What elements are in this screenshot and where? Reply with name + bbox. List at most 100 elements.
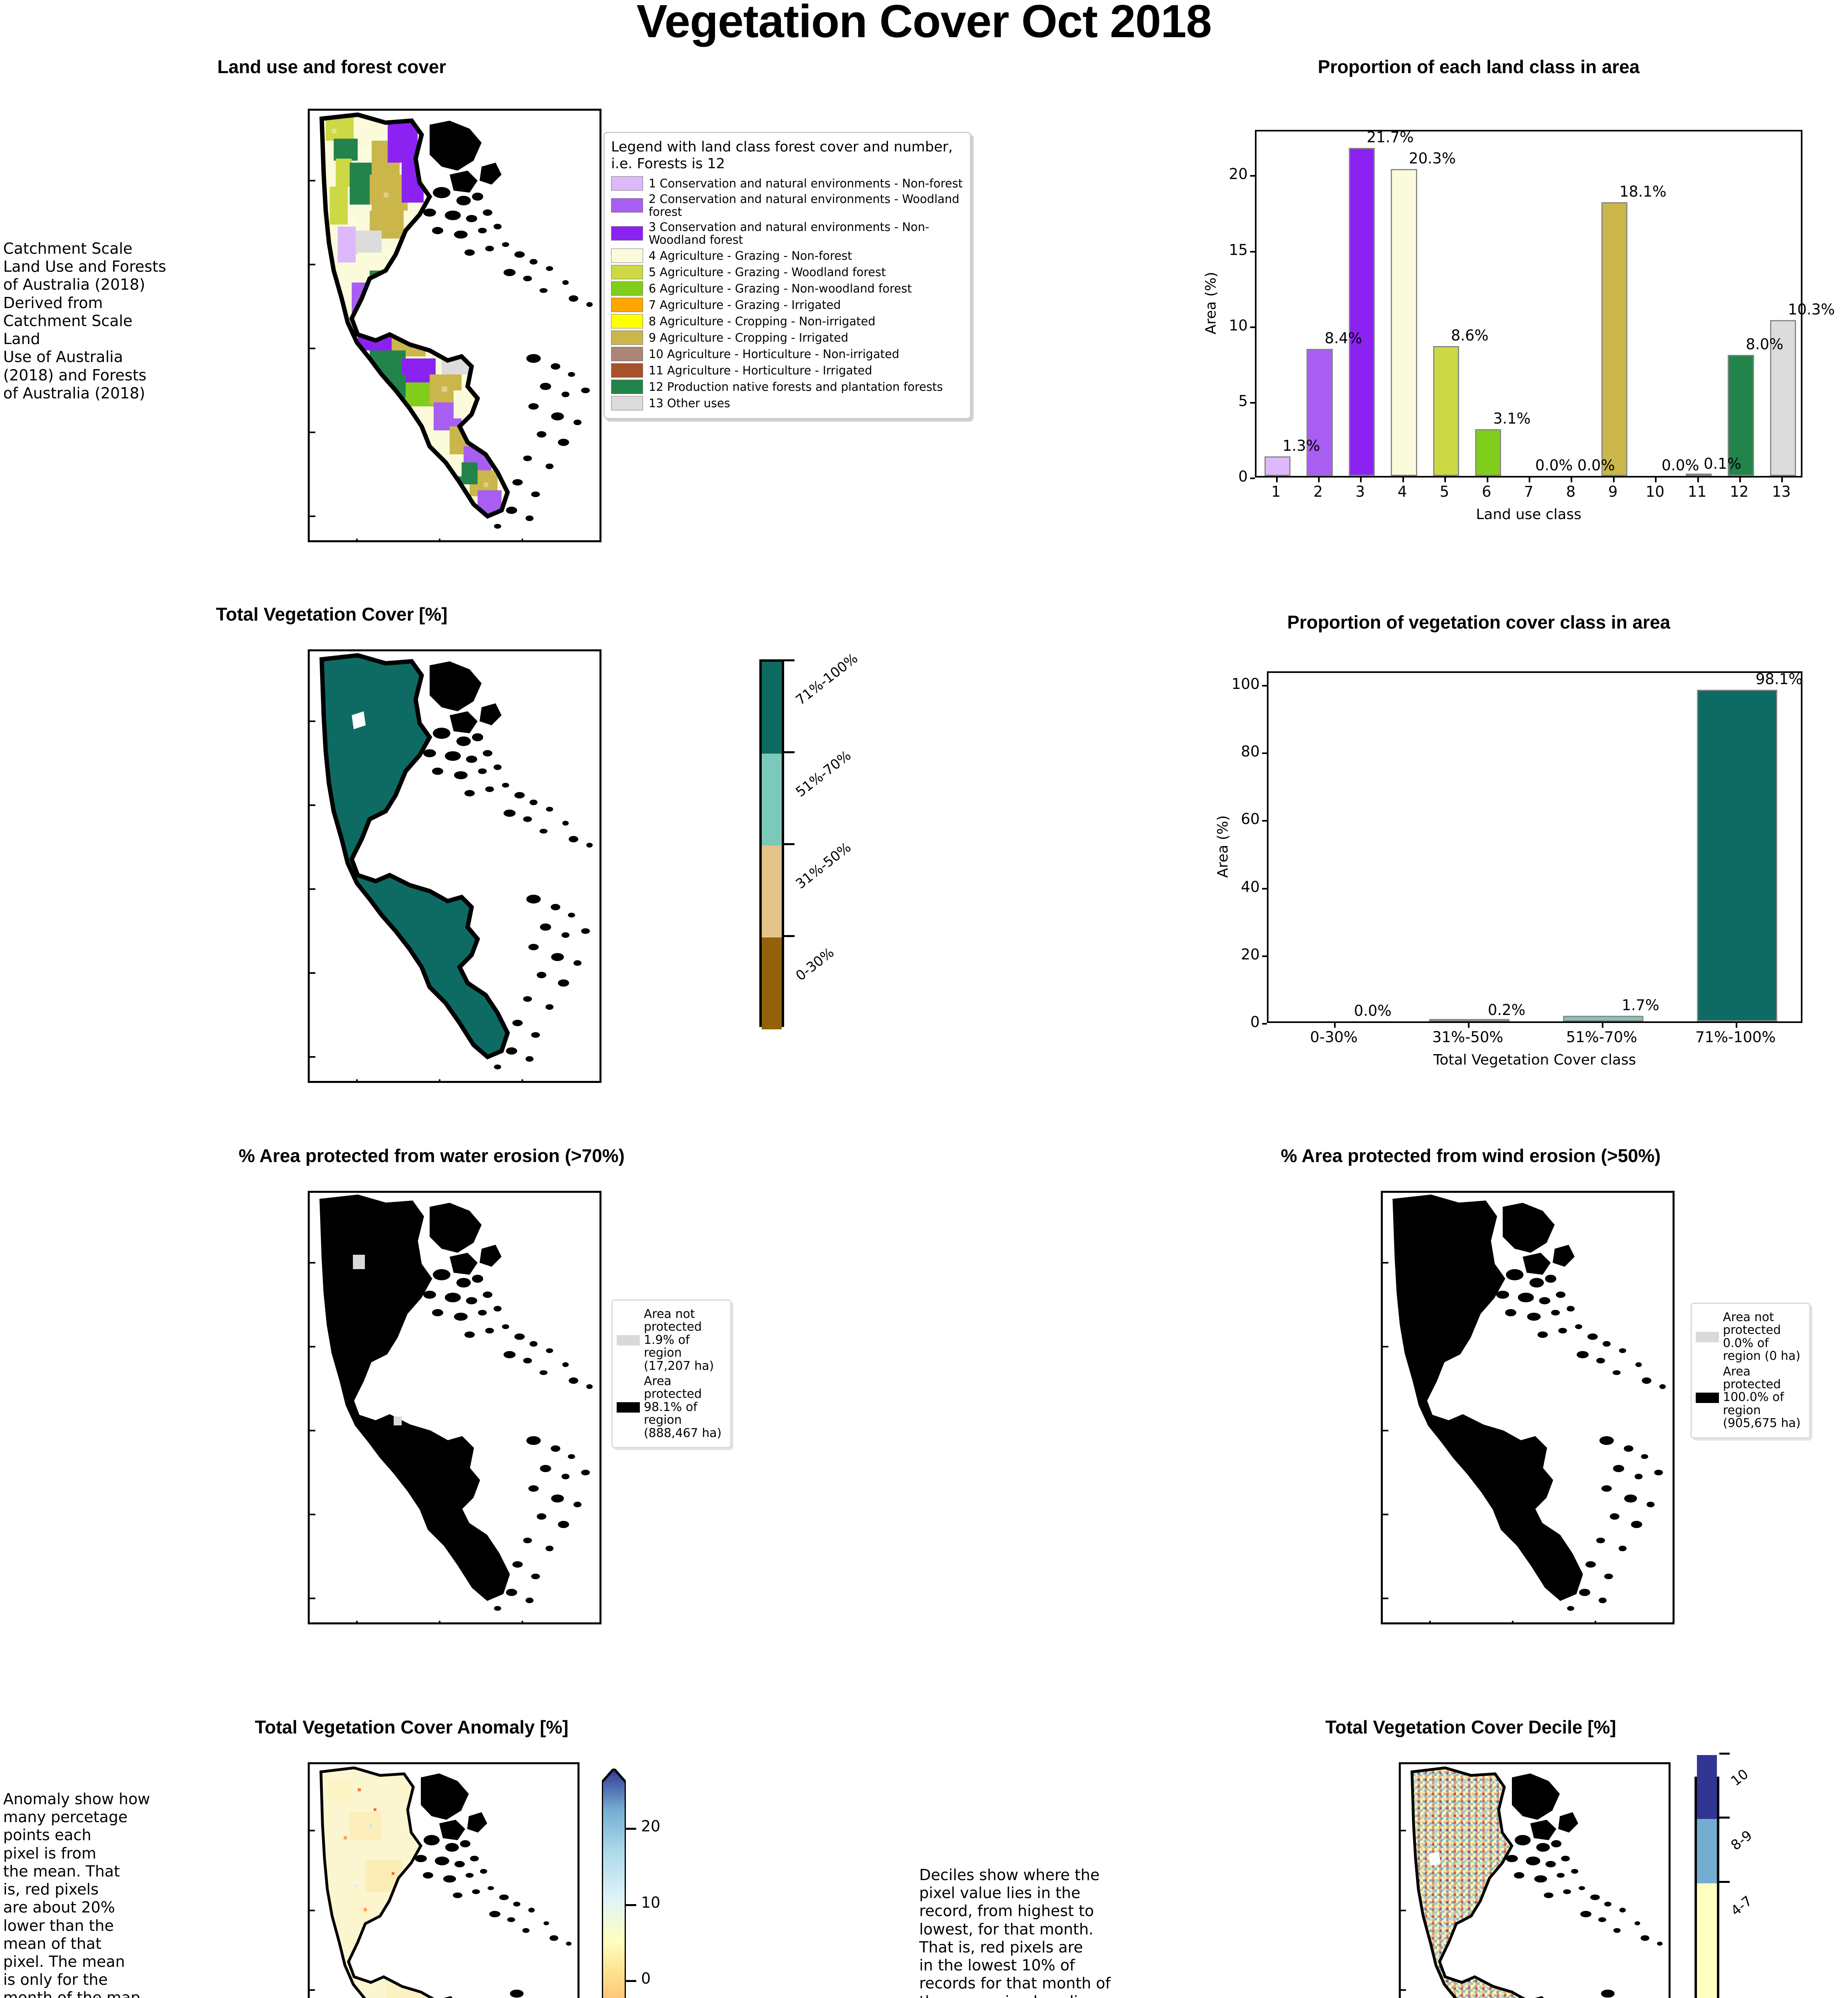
land-use-legend-item: 12 Production native forests and plantat…: [611, 379, 964, 394]
decile-colorbar: 12-34-78-910: [1691, 1752, 1822, 1998]
veg-cover-colorbar: 0-30% 31%-50% 51%-70% 71%-100%: [755, 651, 923, 1031]
y-axis-tick-label: 0: [1250, 1013, 1260, 1031]
colorbar-tick: [626, 1828, 636, 1830]
legend-swatch-icon: [611, 297, 643, 312]
colorbar-segment: [1697, 1883, 1717, 1998]
x-axis-tick-label: 9: [1608, 483, 1618, 500]
wind-not-protected-label: Area not protected 0.0% of region (0 ha): [1723, 1310, 1800, 1363]
legend-swatch-icon: [611, 265, 643, 279]
y-axis-tick-mark: [1262, 1023, 1267, 1025]
land-use-legend-item: 2 Conservation and natural environments …: [611, 193, 964, 219]
x-axis-tick-label: 1: [1271, 483, 1281, 500]
veg-cover-bar-chart: 0.0% 0-30% 0.2% 31%-50% 1.7% 51%-70% 98.1% 71%-…: [1191, 655, 1814, 1083]
legend-item-label: 2 Conservation and natural environments …: [649, 192, 960, 219]
x-axis-tick-label: 71%-100%: [1695, 1029, 1776, 1046]
y-axis-tick-label: 60: [1241, 810, 1260, 828]
land-use-map-title: Land use and forest cover: [217, 56, 446, 77]
decile-map: [1399, 1762, 1671, 1998]
y-axis-tick-mark: [1250, 402, 1255, 404]
colorbar-label: 8-9: [1728, 1827, 1756, 1854]
x-axis-tick-mark: [1735, 1023, 1737, 1028]
anomaly-map-title: Total Vegetation Cover Anomaly [%]: [255, 1717, 569, 1737]
legend-item-label: 1 Conservation and natural environments …: [649, 176, 963, 190]
legend-item-label: 5 Agriculture - Grazing - Woodland fores…: [649, 265, 886, 279]
veg-cover-map-graphic: [310, 651, 599, 1081]
colorbar-label: 51%-70%: [793, 748, 854, 801]
colorbar-label: 0-30%: [793, 945, 837, 985]
colorbar-tick-label: 0: [641, 1970, 651, 1987]
colorbar-tick: [626, 1904, 636, 1906]
colorbar-tick-label: 20: [641, 1817, 661, 1835]
bar: [1265, 456, 1291, 476]
not-protected-swatch-icon: [617, 1335, 640, 1345]
bar-value-label: 0.0%: [1535, 457, 1573, 474]
legend-swatch-icon: [611, 226, 643, 241]
x-axis-tick-mark: [1739, 478, 1741, 482]
x-axis-tick-mark: [1655, 478, 1657, 482]
land-use-legend-item: 3 Conservation and natural environments …: [611, 221, 964, 247]
colorbar-tick: [626, 1980, 636, 1982]
land-use-legend-item: 4 Agriculture - Grazing - Non-forest: [611, 248, 964, 263]
bar-value-label: 98.1%: [1755, 670, 1803, 688]
x-axis-tick-label: 8: [1566, 483, 1576, 500]
veg-cover-map-title: Total Vegetation Cover [%]: [216, 604, 448, 625]
y-axis-label: Area (%): [1203, 272, 1219, 334]
y-axis-tick-label: 100: [1231, 675, 1260, 693]
y-axis-label: Area (%): [1215, 815, 1231, 878]
x-axis-tick-label: 0-30%: [1310, 1029, 1358, 1046]
water-erosion-legend: Area not protected 1.9% of region (17,20…: [611, 1299, 731, 1448]
x-axis-tick-mark: [1318, 478, 1320, 482]
bar-value-label: 10.3%: [1788, 301, 1835, 318]
decile-map-graphic: [1401, 1764, 1669, 1998]
x-axis-tick-label: 13: [1772, 483, 1791, 500]
x-axis-tick-label: 31%-50%: [1432, 1029, 1503, 1046]
wind-protected-label: Area protected 100.0% of region (905,675…: [1723, 1364, 1801, 1431]
bar: [1770, 320, 1796, 476]
legend-item-label: 12 Production native forests and plantat…: [649, 380, 943, 394]
legend-item-label: 7 Agriculture - Grazing - Irrigated: [649, 298, 841, 312]
bar-value-label: 3.1%: [1493, 410, 1531, 427]
y-axis-tick-label: 15: [1229, 241, 1248, 259]
bar: [1391, 169, 1417, 476]
wind-not-protected-row: Area not protected 0.0% of region (0 ha): [1696, 1311, 1805, 1363]
bar: [1348, 148, 1375, 476]
bar-value-label: 8.0%: [1746, 336, 1784, 353]
plot-area: [1267, 671, 1802, 1023]
x-axis-tick-mark: [1360, 478, 1362, 482]
land-use-legend-item: 6 Agriculture - Grazing - Non-woodland f…: [611, 281, 964, 296]
x-axis-label: Land use class: [1476, 506, 1581, 523]
land-use-bar-chart: 1.3% 1 8.4% 2 21.7% 3 20.3% 4 8.6% 5 3.1% 6 0.0% 7 0.0…: [1191, 114, 1835, 537]
x-axis-tick-mark: [1781, 478, 1783, 482]
wind-protected-row: Area protected 100.0% of region (905,675…: [1696, 1365, 1805, 1430]
y-axis-tick-mark: [1262, 752, 1267, 754]
bar: [1433, 346, 1459, 476]
colorbar-tick: [784, 935, 795, 937]
y-axis-tick-label: 40: [1241, 878, 1260, 896]
land-use-legend-title: Legend with land class forest cover and …: [611, 139, 953, 172]
colorbar-segment: [762, 754, 782, 846]
x-axis-tick-label: 12: [1730, 483, 1749, 500]
bar: [1475, 429, 1502, 476]
x-axis-tick-label: 4: [1398, 483, 1407, 500]
colorbar: [759, 659, 784, 1029]
x-axis-tick-mark: [1444, 478, 1446, 482]
legend-item-label: 8 Agriculture - Cropping - Non-irrigated: [649, 314, 876, 328]
wind-erosion-legend: Area not protected 0.0% of region (0 ha)…: [1691, 1303, 1810, 1439]
bar-value-label: 0.1%: [1703, 455, 1741, 473]
y-axis-tick-mark: [1262, 820, 1267, 822]
y-axis-tick-label: 0: [1238, 468, 1248, 485]
legend-swatch-icon: [611, 396, 643, 410]
colorbar-label: 31%-50%: [793, 840, 854, 893]
land-use-legend-item: 1 Conservation and natural environments …: [611, 176, 964, 191]
wind-erosion-map-graphic: [1383, 1193, 1673, 1622]
x-axis-tick-mark: [1613, 478, 1615, 482]
x-axis-tick-mark: [1276, 478, 1278, 482]
bar-value-label: 18.1%: [1619, 183, 1667, 201]
x-axis-tick-label: 11: [1687, 483, 1707, 500]
land-use-bar-title: Proportion of each land class in area: [1318, 56, 1640, 77]
y-axis-tick-mark: [1250, 251, 1255, 253]
source-note: Catchment Scale Land Use and Forests of …: [3, 240, 166, 402]
y-axis-tick-mark: [1250, 478, 1255, 479]
colorbar: [1695, 1755, 1719, 1998]
